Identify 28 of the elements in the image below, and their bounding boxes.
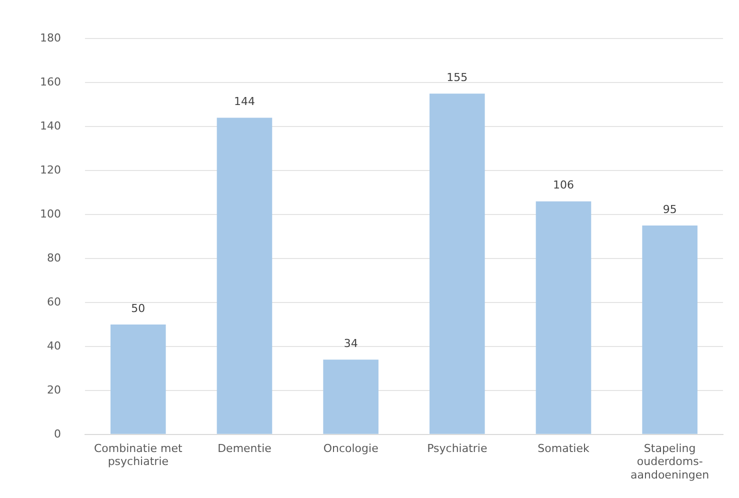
data-label: 95 xyxy=(662,202,677,216)
y-tick-label: 100 xyxy=(40,207,61,220)
y-tick-label: 20 xyxy=(46,383,61,396)
y-tick-label: 120 xyxy=(40,163,61,176)
y-tick-label: 0 xyxy=(54,427,61,440)
x-tick-label: Oncologie xyxy=(323,442,379,455)
x-tick-label: Dementie xyxy=(218,442,272,455)
bar xyxy=(642,226,698,434)
x-tick-label: Psychiatrie xyxy=(427,442,488,455)
data-label: 106 xyxy=(553,178,574,192)
bar xyxy=(323,360,378,434)
x-tick-label: Combinatie met psychiatrie xyxy=(94,442,183,468)
bar xyxy=(216,118,272,434)
data-label: 155 xyxy=(446,70,468,84)
x-tick-label: Somatiek xyxy=(538,442,590,455)
bar xyxy=(536,201,592,434)
y-tick-label: 180 xyxy=(40,31,61,44)
data-label: 50 xyxy=(131,302,146,315)
data-label: 34 xyxy=(344,336,358,350)
y-tick-label: 40 xyxy=(46,339,61,352)
y-tick-label: 80 xyxy=(46,251,61,264)
y-tick-label: 160 xyxy=(40,75,61,88)
y-tick-label: 140 xyxy=(40,119,61,132)
y-tick-label: 60 xyxy=(46,295,61,308)
bar xyxy=(430,94,485,434)
data-label: 144 xyxy=(234,95,255,108)
bar xyxy=(110,324,166,434)
x-tick-label: Stapeling ouderdoms- aandoeningen xyxy=(630,442,710,482)
